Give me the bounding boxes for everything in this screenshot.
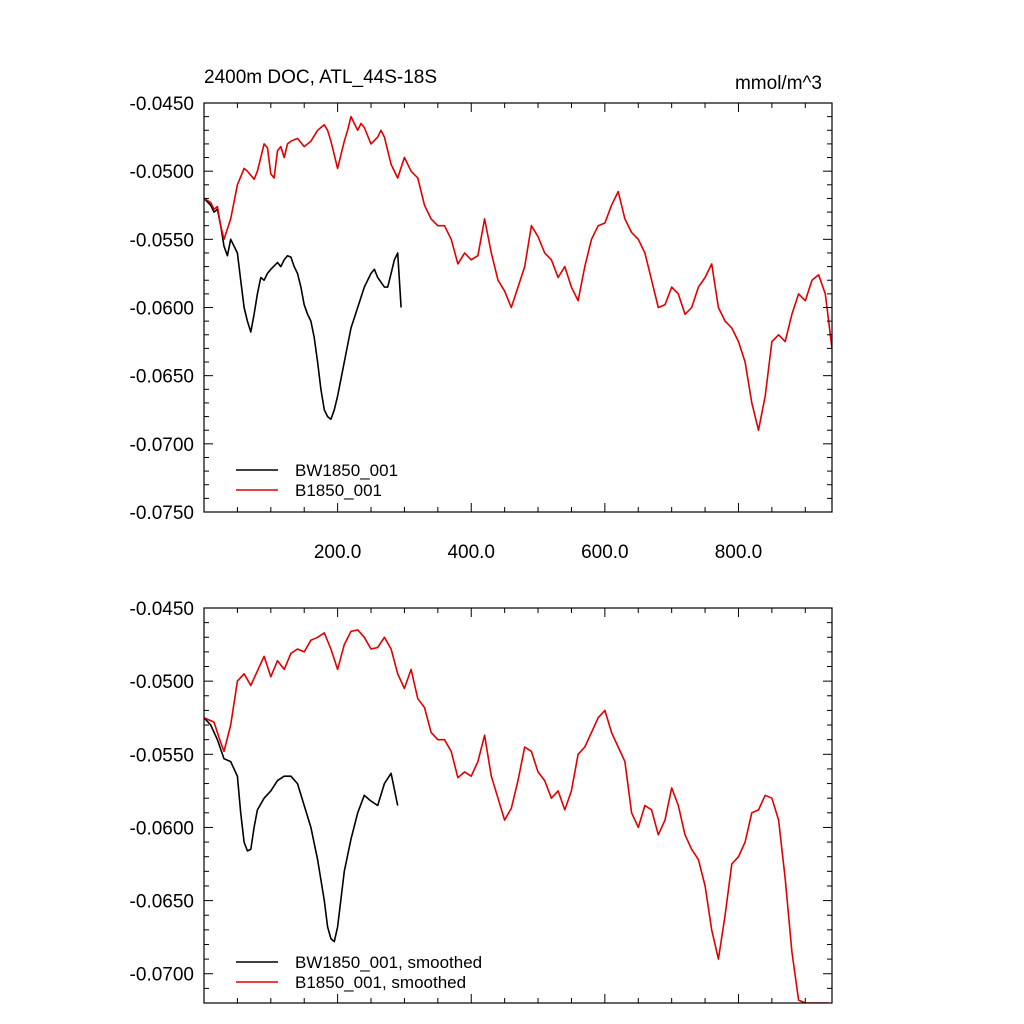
y-tick-label: -0.0650 <box>130 367 194 388</box>
x-tick-label: 200.0 <box>314 542 362 563</box>
legend-label-0: BW1850_001 <box>295 461 398 480</box>
y-tick-label: -0.0500 <box>130 672 194 693</box>
y-tick-label: -0.0750 <box>130 503 194 524</box>
y-tick-label: -0.0450 <box>130 94 194 115</box>
plot-frame <box>203 102 833 513</box>
plot-frame <box>203 607 833 1004</box>
y-tick-label: -0.0450 <box>130 599 194 620</box>
x-tick-label: 800.0 <box>715 542 763 563</box>
y-tick-label: -0.0600 <box>130 299 194 320</box>
y-tick-label: -0.0650 <box>130 892 194 913</box>
y-tick-label: -0.0700 <box>130 435 194 456</box>
series-line-0 <box>204 717 399 943</box>
series-line-1 <box>204 629 829 1003</box>
series-group <box>204 629 829 1003</box>
legend-label-1: B1850_001, smoothed <box>295 973 466 992</box>
bottom-panel: -0.0450 -0.0500 -0.0550 -0.0600 -0.0650 -0.07… <box>130 599 833 1004</box>
x-tick-label: 600.0 <box>581 542 629 563</box>
legend-label-1: B1850_001 <box>295 481 382 500</box>
series-line-0 <box>204 197 402 421</box>
y-tick-label: -0.0550 <box>130 745 194 766</box>
chart-title: 2400m DOC, ATL_44S-18S <box>204 67 437 88</box>
y-tick-label: -0.0550 <box>130 230 194 251</box>
y-tick-label: -0.0500 <box>130 162 194 183</box>
units-label: mmol/m^3 <box>735 73 822 94</box>
x-tick-label: 400.0 <box>447 542 495 563</box>
legend-label-0: BW1850_001, smoothed <box>295 953 482 972</box>
top-panel: -0.0450 -0.0500 -0.0550 -0.0600 -0.0650 -0.07… <box>130 67 833 563</box>
y-tick-label: -0.0700 <box>130 965 194 986</box>
series-line-1 <box>204 115 832 431</box>
series-group <box>204 115 832 431</box>
y-tick-label: -0.0600 <box>130 818 194 839</box>
